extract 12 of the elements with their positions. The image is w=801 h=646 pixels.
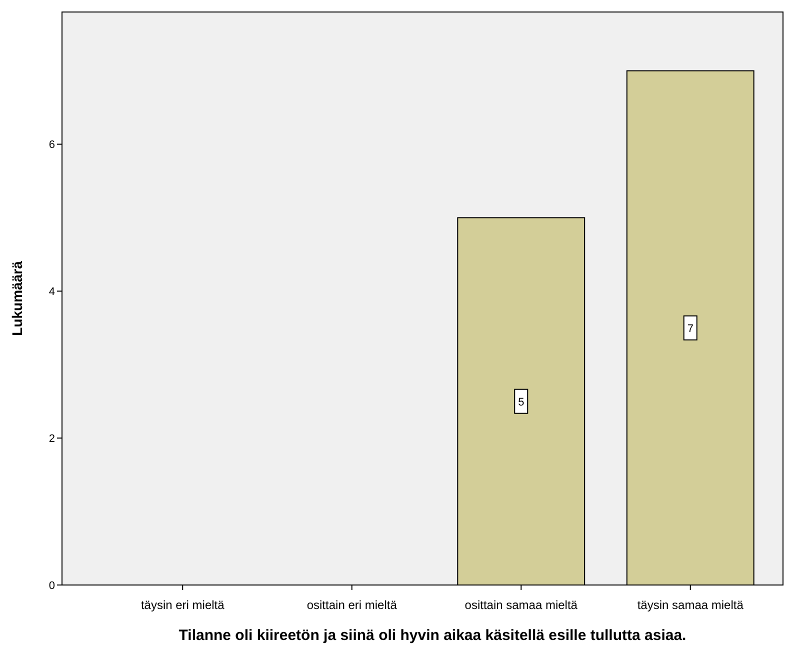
x-tick-label: osittain samaa mieltä bbox=[464, 598, 578, 612]
y-tick-label: 0 bbox=[48, 580, 55, 592]
x-axis-title: Tilanne oli kiireetön ja siinä oli hyvin aikaa käsitellä esille tullutta asiaa. bbox=[178, 627, 686, 644]
data-label: 5 bbox=[518, 396, 524, 408]
x-tick-label: täysin samaa mieltä bbox=[637, 598, 744, 612]
y-tick-label: 6 bbox=[48, 139, 55, 152]
y-tick-label: 4 bbox=[48, 286, 55, 298]
y-axis-title: Lukumäärä bbox=[9, 260, 25, 336]
data-label: 7 bbox=[687, 322, 694, 335]
y-tick-label: 2 bbox=[48, 433, 55, 446]
x-tick-label: täysin eri mieltä bbox=[140, 598, 225, 612]
x-tick-label: osittain eri mieltä bbox=[306, 598, 398, 612]
